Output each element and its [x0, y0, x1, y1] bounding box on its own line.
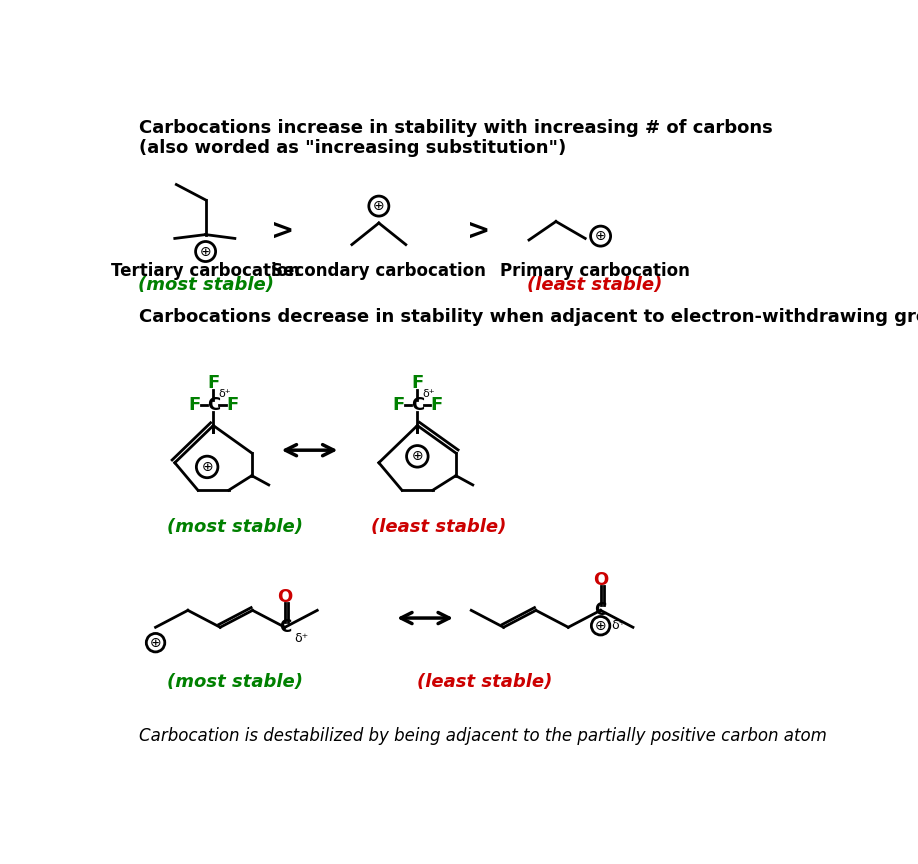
Text: (most stable): (most stable) [138, 276, 274, 294]
Text: (least stable): (least stable) [418, 673, 553, 691]
Text: Secondary carbocation: Secondary carbocation [272, 262, 487, 280]
Text: C: C [410, 396, 424, 414]
Text: Carbocations increase in stability with increasing # of carbons: Carbocations increase in stability with … [139, 119, 772, 137]
Text: >: > [271, 217, 295, 245]
Text: (least stable): (least stable) [371, 518, 507, 536]
Text: (most stable): (most stable) [167, 673, 303, 691]
Text: ⊕: ⊕ [373, 199, 385, 213]
Text: δ⁺: δ⁺ [422, 389, 435, 399]
Text: δ⁺: δ⁺ [294, 632, 308, 645]
Text: F: F [227, 396, 239, 414]
Text: Carbocations decrease in stability when adjacent to electron-withdrawing groups: Carbocations decrease in stability when … [139, 308, 918, 326]
Text: δ⁺: δ⁺ [611, 619, 626, 632]
Text: δ⁺: δ⁺ [218, 389, 231, 399]
Text: F: F [411, 374, 423, 392]
Text: Primary carbocation: Primary carbocation [499, 262, 689, 280]
Text: O: O [593, 571, 609, 589]
Text: F: F [207, 374, 219, 392]
Text: (most stable): (most stable) [167, 518, 303, 536]
Text: ⊕: ⊕ [150, 636, 162, 650]
Text: F: F [188, 396, 200, 414]
Text: Carbocation is destabilized by being adjacent to the partially positive carbon a: Carbocation is destabilized by being adj… [139, 727, 826, 746]
Text: ⊕: ⊕ [201, 460, 213, 474]
Text: C: C [595, 601, 607, 619]
Text: >: > [467, 217, 490, 245]
Text: (least stable): (least stable) [527, 276, 662, 294]
Text: O: O [277, 588, 293, 607]
Text: ⊕: ⊕ [411, 449, 423, 463]
Text: ⊕: ⊕ [595, 229, 607, 243]
Text: F: F [392, 396, 404, 414]
Text: C: C [279, 619, 291, 636]
Text: Tertiary carbocation: Tertiary carbocation [111, 262, 300, 280]
Text: (also worded as "increasing substitution"): (also worded as "increasing substitution… [139, 139, 565, 157]
Text: ⊕: ⊕ [200, 245, 211, 258]
Text: C: C [207, 396, 220, 414]
Text: F: F [431, 396, 442, 414]
Text: ⊕: ⊕ [595, 619, 607, 632]
